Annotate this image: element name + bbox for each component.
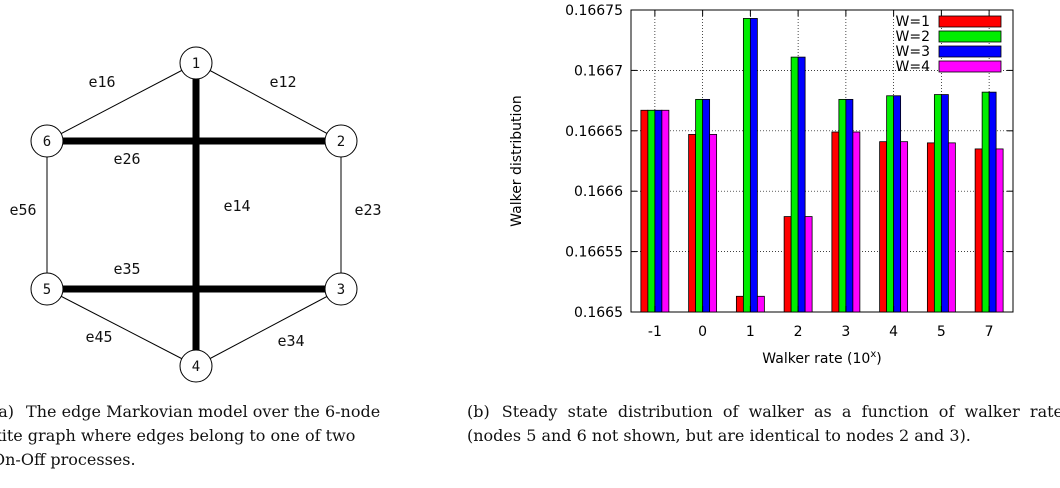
edge-label-e14: e14 [223, 197, 250, 215]
bar-W4-2 [805, 217, 812, 312]
bar-W1-2 [784, 217, 791, 312]
edge-e16 [47, 63, 196, 141]
x-tick-label: -1 [648, 324, 662, 340]
edge-label-e23: e23 [354, 201, 381, 219]
edge-label-e35: e35 [113, 260, 140, 278]
y-axis-label: Walker distribution [509, 95, 525, 227]
bar-W1-3 [832, 132, 839, 312]
y-tick-label: 0.16655 [565, 245, 623, 261]
caption-a-text: The edge Markovian model over the 6-node… [0, 402, 380, 469]
legend-label: W=4 [896, 59, 931, 75]
bar-W4-0 [710, 134, 717, 312]
bar-W4-7 [996, 149, 1003, 312]
node-label-6: 6 [43, 134, 51, 150]
caption-b-label: (b) [467, 402, 490, 421]
bar-W1-1 [736, 296, 743, 312]
legend-label: W=1 [896, 14, 930, 30]
caption-a-label: (a) [0, 402, 14, 421]
legend-swatch [939, 31, 1001, 42]
caption-b: (b) Steady state distribution of walker a… [467, 400, 1060, 448]
bar-W4--1 [662, 110, 669, 312]
bar-W3-1 [750, 18, 757, 312]
bar-W3-0 [703, 99, 710, 312]
caption-a: (a)The edge Markovian model over the 6-n… [0, 400, 384, 472]
bar-W2-3 [839, 99, 846, 312]
bar-W2-5 [934, 95, 941, 312]
bar-W1-0 [689, 134, 696, 312]
bar-W2-0 [696, 99, 703, 312]
node-label-5: 5 [43, 282, 51, 298]
y-tick-label: 0.1665 [574, 305, 623, 321]
node-label-3: 3 [337, 282, 345, 298]
x-axis-label: Walker rate (10x) [762, 349, 881, 367]
edge-label-e34: e34 [277, 332, 304, 350]
bar-W3-7 [989, 92, 996, 312]
bar-W1-4 [880, 142, 887, 312]
legend-label: W=2 [896, 29, 930, 45]
edge-e45 [47, 289, 196, 366]
node-label-4: 4 [192, 359, 200, 375]
bar-W3-3 [846, 99, 853, 312]
x-tick-label: 7 [985, 324, 994, 340]
bar-W2-1 [743, 18, 750, 312]
x-axis-label-end: ) [876, 351, 881, 367]
bar-W3--1 [655, 110, 662, 312]
bar-W2--1 [648, 110, 655, 312]
walker-distribution-chart: 0.1665 0.16655 0.1666 0.16665 0.1667 0.16675 -… [509, 3, 1013, 367]
bar-W2-7 [982, 92, 989, 312]
bar-W3-5 [941, 95, 948, 312]
bar-W2-2 [791, 57, 798, 312]
x-tick-label: 4 [889, 324, 898, 340]
bar-W1-5 [927, 143, 934, 312]
node-label-2: 2 [337, 134, 345, 150]
edge-e34 [196, 289, 341, 366]
bar-W1-7 [975, 149, 982, 312]
legend-swatch [939, 61, 1001, 72]
bar-W4-1 [757, 296, 764, 312]
x-tick-label: 0 [698, 324, 707, 340]
bar-W4-4 [901, 142, 908, 312]
y-tick-label: 0.1667 [574, 63, 623, 79]
bar-W4-5 [948, 143, 955, 312]
legend-label: W=3 [896, 44, 930, 60]
edge-label-e45: e45 [85, 328, 112, 346]
kite-graph: e12 e16 e23 e34 e45 e56 e14 e26 e35 1 2 3 4 5 6 [9, 47, 381, 382]
x-tick-label: 2 [794, 324, 803, 340]
edge-label-e26: e26 [113, 150, 140, 168]
bar-W3-4 [894, 96, 901, 312]
legend-swatch [939, 46, 1001, 57]
y-tick-label: 0.16675 [565, 3, 623, 19]
bar-W2-4 [887, 96, 894, 312]
x-tick-label: 1 [746, 324, 755, 340]
caption-b-text: Steady state distribution of walker as a… [467, 402, 1060, 445]
y-tick-label: 0.1666 [574, 184, 623, 200]
node-label-1: 1 [192, 56, 200, 72]
bar-W1--1 [641, 110, 648, 312]
bar-W3-2 [798, 57, 805, 312]
edge-label-e56: e56 [9, 201, 36, 219]
legend-swatch [939, 16, 1001, 27]
edge-label-e16: e16 [88, 73, 115, 91]
x-tick-label: 3 [841, 324, 850, 340]
y-tick-label: 0.16665 [565, 124, 623, 140]
x-axis-label-main: Walker rate (10 [762, 351, 870, 367]
bar-W4-3 [853, 132, 860, 312]
edge-label-e12: e12 [269, 73, 296, 91]
legend: W=1W=2W=3W=4 [896, 14, 1001, 75]
x-tick-label: 5 [937, 324, 946, 340]
